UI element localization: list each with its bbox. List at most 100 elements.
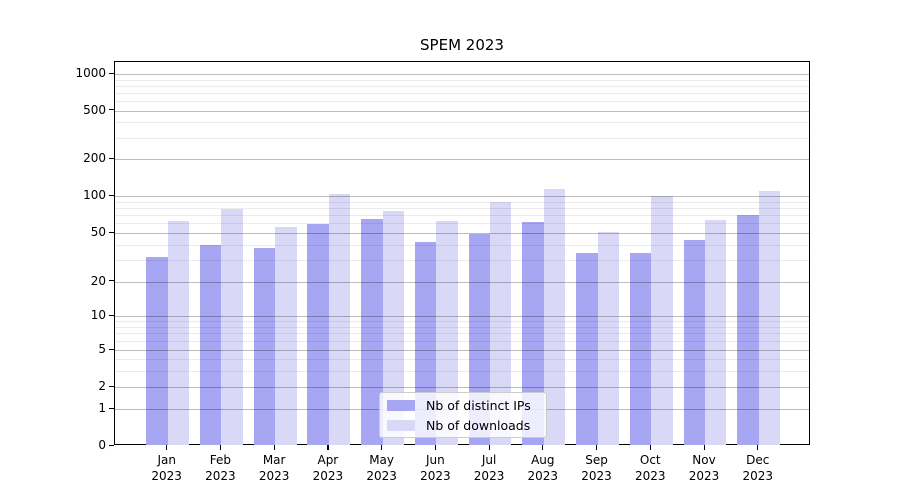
y-tick-mark [109, 407, 114, 409]
x-tick-label-year: 2023 [312, 469, 344, 483]
bar-nb-of-distinct-ips-nov-2023 [683, 239, 705, 445]
legend-label-distinct-ips: Nb of distinct IPs [426, 397, 531, 413]
bar-nb-of-downloads-dec-2023 [758, 190, 781, 445]
x-tick-label-year: 2023 [258, 469, 290, 483]
x-tick-label: Aug 2023 [513, 452, 573, 484]
grid-major-line [115, 196, 809, 197]
bar-nb-of-distinct-ips-dec-2023 [737, 215, 759, 445]
x-tick-mark [434, 445, 437, 450]
grid-minor-line [115, 92, 809, 94]
x-tick-label-year: 2023 [473, 469, 505, 483]
x-tick-label: Jan 2023 [137, 452, 197, 484]
y-tick-label: 0 [98, 438, 106, 452]
chart-title: SPEM 2023 [420, 36, 504, 54]
y-tick-mark [109, 194, 114, 196]
x-tick-label: Sep 2023 [567, 452, 627, 484]
bar-nb-of-downloads-feb-2023 [221, 209, 243, 445]
bar-nb-of-downloads-jul-2023 [490, 202, 512, 445]
legend-swatch-distinct-ips [387, 399, 415, 411]
x-tick-mark [703, 445, 705, 450]
x-tick-mark [649, 445, 651, 450]
bar-nb-of-distinct-ips-may-2023 [361, 218, 383, 445]
y-tick-mark [109, 314, 114, 316]
grid-layer [115, 62, 809, 444]
grid-minor-line [115, 321, 809, 323]
bar-nb-of-distinct-ips-aug-2023 [522, 221, 544, 445]
y-tick-mark [109, 444, 114, 446]
y-tick-label: 50 [90, 225, 106, 239]
x-tick-label-year: 2023 [420, 469, 451, 483]
grid-minor-line [115, 370, 809, 372]
bar-nb-of-distinct-ips-oct-2023 [629, 253, 652, 445]
grid-minor-line [115, 122, 809, 124]
grid-major-line [115, 74, 809, 75]
x-tick-mark [273, 445, 275, 450]
x-tick-mark [166, 445, 168, 450]
legend-row: Nb of distinct IPs [384, 395, 542, 415]
grid-minor-line [115, 201, 809, 203]
x-tick-label-year: 2023 [366, 469, 397, 483]
x-tick-label: Dec 2023 [728, 452, 788, 484]
legend-row: Nb of downloads [384, 415, 542, 435]
bar-nb-of-distinct-ips-jan-2023 [146, 256, 168, 445]
legend-label-downloads: Nb of downloads [426, 417, 531, 433]
legend: Nb of distinct IPs Nb of downloads [379, 392, 547, 438]
grid-minor-line [115, 85, 809, 87]
y-tick-label: 10 [90, 308, 106, 322]
bar-nb-of-downloads-mar-2023 [275, 226, 297, 445]
y-tick-label: 500 [83, 102, 106, 117]
y-tick-mark [109, 348, 114, 350]
x-tick-label: Mar 2023 [244, 452, 304, 484]
bar-nb-of-distinct-ips-mar-2023 [253, 247, 276, 445]
x-tick-label: Nov 2023 [674, 452, 734, 484]
x-tick-label: Oct 2023 [620, 452, 680, 484]
x-tick-mark [219, 445, 222, 450]
x-tick-label-year: 2023 [527, 469, 559, 483]
bar-nb-of-downloads-aug-2023 [543, 189, 566, 445]
bar-nb-of-downloads-jun-2023 [436, 220, 458, 445]
y-tick-label: 1000 [75, 66, 106, 80]
grid-major-line [115, 316, 809, 317]
bar-nb-of-downloads-apr-2023 [328, 194, 351, 445]
x-tick-mark [381, 445, 383, 450]
grid-minor-line [115, 359, 809, 360]
y-tick-mark [109, 72, 114, 74]
grid-major-line [115, 350, 809, 351]
grid-minor-line [115, 244, 809, 246]
x-tick-label: Feb 2023 [190, 452, 250, 484]
x-tick-label-year: 2023 [688, 469, 720, 483]
grid-minor-line [115, 341, 809, 343]
y-tick-label: 100 [83, 188, 106, 202]
y-tick-mark [109, 157, 114, 159]
x-tick-label-year: 2023 [151, 469, 182, 483]
grid-major-line [115, 110, 809, 112]
grid-major-line [115, 281, 809, 283]
x-tick-mark [757, 445, 759, 450]
bar-nb-of-downloads-jan-2023 [167, 220, 190, 445]
grid-major-line [115, 233, 809, 234]
y-tick-label: 2 [98, 379, 106, 393]
x-tick-mark [596, 445, 598, 450]
grid-minor-line [115, 79, 809, 81]
bar-nb-of-downloads-sep-2023 [597, 231, 619, 445]
bar-nb-of-downloads-nov-2023 [705, 219, 727, 445]
grid-minor-line [115, 207, 809, 209]
y-tick-label: 5 [98, 342, 106, 356]
bar-nb-of-downloads-may-2023 [382, 211, 404, 445]
x-tick-label: May 2023 [352, 452, 412, 484]
y-tick-mark [109, 280, 114, 282]
y-tick-mark [109, 109, 114, 111]
grid-major-line [115, 159, 809, 160]
x-tick-label-year: 2023 [634, 469, 666, 483]
legend-swatch-downloads [387, 419, 415, 431]
x-tick-label-year: 2023 [742, 469, 773, 483]
x-tick-label: Jun 2023 [405, 452, 465, 484]
x-tick-label: Apr 2023 [298, 452, 358, 484]
bar-nb-of-downloads-oct-2023 [651, 196, 673, 445]
x-tick-label: Jul 2023 [459, 452, 519, 484]
y-tick-label: 200 [83, 151, 106, 165]
grid-minor-line [115, 260, 809, 262]
grid-minor-line [115, 223, 809, 225]
